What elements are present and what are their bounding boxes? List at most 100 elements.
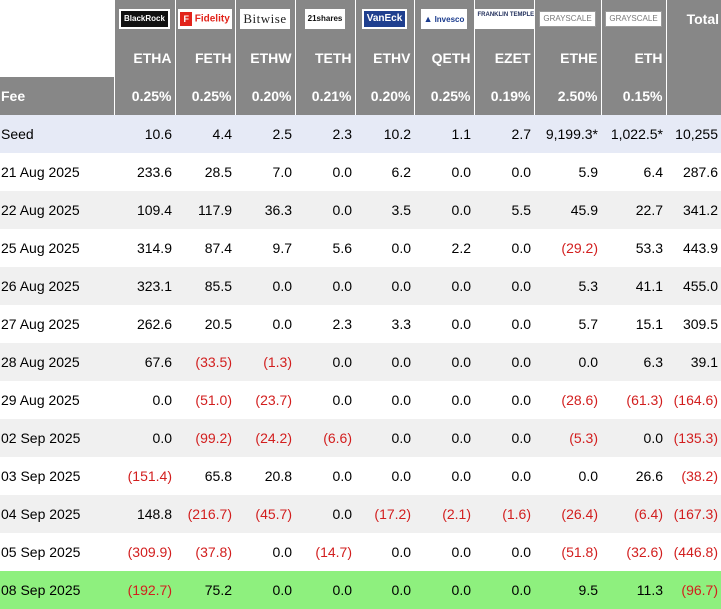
bitwise-logo: Bitwise bbox=[240, 8, 290, 29]
flow-cell: 22.7 bbox=[601, 191, 666, 229]
flow-cell: 0.0 bbox=[355, 343, 414, 381]
flow-cell: (1.6) bbox=[474, 495, 534, 533]
flow-cell: 323.1 bbox=[114, 267, 175, 305]
flow-cell: 0.0 bbox=[534, 343, 601, 381]
flow-cell: 87.4 bbox=[175, 229, 235, 267]
flow-cell: (32.6) bbox=[601, 533, 666, 571]
flow-cell: 6.2 bbox=[355, 153, 414, 191]
row-label: 28 Aug 2025 bbox=[0, 343, 114, 381]
flow-cell: 65.8 bbox=[175, 457, 235, 495]
flow-cell: 109.4 bbox=[114, 191, 175, 229]
flow-cell: 0.0 bbox=[474, 419, 534, 457]
flow-cell: 9,199.3* bbox=[534, 115, 601, 153]
flow-cell: 0.0 bbox=[114, 419, 175, 457]
invesco-logo: ▲ Invesco bbox=[420, 8, 468, 29]
ticker-cell: ETHA bbox=[114, 37, 176, 77]
flow-cell: (151.4) bbox=[114, 457, 175, 495]
flow-cell: 10.2 bbox=[355, 115, 414, 153]
invesco-logo-cell: ▲ Invesco bbox=[414, 0, 475, 37]
flow-cell: 5.3 bbox=[534, 267, 601, 305]
flow-cell: 0.0 bbox=[235, 305, 295, 343]
flow-cell: 75.2 bbox=[175, 571, 235, 609]
flow-cell: 148.8 bbox=[114, 495, 175, 533]
flow-cell: 5.9 bbox=[534, 153, 601, 191]
21shares-logo-cell: 21shares bbox=[295, 0, 356, 37]
row-label: 03 Sep 2025 bbox=[0, 457, 114, 495]
flow-rows: Seed 10.6 4.4 2.5 2.3 10.2 1.1 2.7 9,199.3* 1,022… bbox=[0, 115, 721, 609]
flow-cell: (309.9) bbox=[114, 533, 175, 571]
flow-cell: 0.0 bbox=[355, 533, 414, 571]
franklin-logo-cell: FRANKLIN TEMPLETON bbox=[474, 0, 535, 37]
flow-cell: 2.2 bbox=[414, 229, 474, 267]
flow-cell: 0.0 bbox=[414, 153, 474, 191]
flow-cell: 0.0 bbox=[474, 305, 534, 343]
total-cell: (135.3) bbox=[666, 419, 721, 457]
flow-cell: 233.6 bbox=[114, 153, 175, 191]
flow-cell: 0.0 bbox=[114, 381, 175, 419]
flow-cell: 3.3 bbox=[355, 305, 414, 343]
fidelity-logo-cell: F Fidelity bbox=[175, 0, 236, 37]
flow-cell: 314.9 bbox=[114, 229, 175, 267]
ticker-cell: FETH bbox=[175, 37, 236, 77]
ticker-cell: EZET bbox=[474, 37, 535, 77]
flow-cell: 0.0 bbox=[414, 191, 474, 229]
flow-cell: (29.2) bbox=[534, 229, 601, 267]
flow-cell: 0.0 bbox=[355, 267, 414, 305]
flow-cell: (17.2) bbox=[355, 495, 414, 533]
table-row: 22 Aug 2025 109.4 117.9 36.3 0.0 3.5 0.0 5.5 45.… bbox=[0, 191, 721, 229]
table-row: 26 Aug 2025 323.1 85.5 0.0 0.0 0.0 0.0 0.0 5.3 41… bbox=[0, 267, 721, 305]
flow-cell: 0.0 bbox=[474, 343, 534, 381]
row-label: 05 Sep 2025 bbox=[0, 533, 114, 571]
row-label: 08 Sep 2025 bbox=[0, 571, 114, 609]
total-cell: 443.9 bbox=[666, 229, 721, 267]
fee-cell: 0.21% bbox=[295, 77, 356, 115]
flow-cell: 0.0 bbox=[295, 153, 355, 191]
flow-cell: 0.0 bbox=[355, 229, 414, 267]
table-row: 29 Aug 2025 0.0 (51.0) (23.7) 0.0 0.0 0.0 0.0 (2… bbox=[0, 381, 721, 419]
flow-cell: 0.0 bbox=[474, 267, 534, 305]
vaneck-logo: VanEck bbox=[361, 8, 408, 29]
flow-cell: 67.6 bbox=[114, 343, 175, 381]
row-label: 27 Aug 2025 bbox=[0, 305, 114, 343]
total-cell: 455.0 bbox=[666, 267, 721, 305]
row-label: 02 Sep 2025 bbox=[0, 419, 114, 457]
flow-cell: 0.0 bbox=[295, 191, 355, 229]
seed-row: Seed 10.6 4.4 2.5 2.3 10.2 1.1 2.7 9,199.3* 1,022… bbox=[0, 115, 721, 153]
total-cell: 287.6 bbox=[666, 153, 721, 191]
fee-cell: 0.20% bbox=[235, 77, 296, 115]
flow-cell: (6.4) bbox=[601, 495, 666, 533]
flow-cell: 11.3 bbox=[601, 571, 666, 609]
total-cell: (164.6) bbox=[666, 381, 721, 419]
corner-cell bbox=[0, 0, 115, 37]
flow-cell: (51.8) bbox=[534, 533, 601, 571]
table-row: 27 Aug 2025 262.6 20.5 0.0 2.3 3.3 0.0 0.0 5.7 15… bbox=[0, 305, 721, 343]
flow-cell: 85.5 bbox=[175, 267, 235, 305]
flow-cell: 117.9 bbox=[175, 191, 235, 229]
fee-cell: 0.19% bbox=[474, 77, 535, 115]
table-row: 25 Aug 2025 314.9 87.4 9.7 5.6 0.0 2.2 0.0 (29.2… bbox=[0, 229, 721, 267]
flow-cell: 0.0 bbox=[534, 457, 601, 495]
total-header: Total bbox=[666, 0, 721, 37]
franklin-templeton-logo: FRANKLIN TEMPLETON bbox=[474, 8, 533, 29]
flow-cell: 0.0 bbox=[414, 419, 474, 457]
flow-cell: 2.3 bbox=[295, 305, 355, 343]
flow-cell: 0.0 bbox=[295, 381, 355, 419]
table-row: 21 Aug 2025 233.6 28.5 7.0 0.0 6.2 0.0 0.0 5.9 6.… bbox=[0, 153, 721, 191]
row-label: 21 Aug 2025 bbox=[0, 153, 114, 191]
row-label: 04 Sep 2025 bbox=[0, 495, 114, 533]
flow-cell: 20.8 bbox=[235, 457, 295, 495]
flow-cell: 26.6 bbox=[601, 457, 666, 495]
ticker-cell: ETHW bbox=[235, 37, 296, 77]
row-label: 26 Aug 2025 bbox=[0, 267, 114, 305]
flow-cell: 5.5 bbox=[474, 191, 534, 229]
flow-cell: 0.0 bbox=[295, 343, 355, 381]
flow-cell: (37.8) bbox=[175, 533, 235, 571]
flow-cell: 0.0 bbox=[474, 533, 534, 571]
ticker-cell: ETH bbox=[601, 37, 667, 77]
flow-cell: 0.0 bbox=[295, 267, 355, 305]
21shares-logo: 21shares bbox=[304, 8, 346, 29]
flow-cell: 0.0 bbox=[295, 495, 355, 533]
total-cell: 309.5 bbox=[666, 305, 721, 343]
flow-cell: 0.0 bbox=[474, 457, 534, 495]
